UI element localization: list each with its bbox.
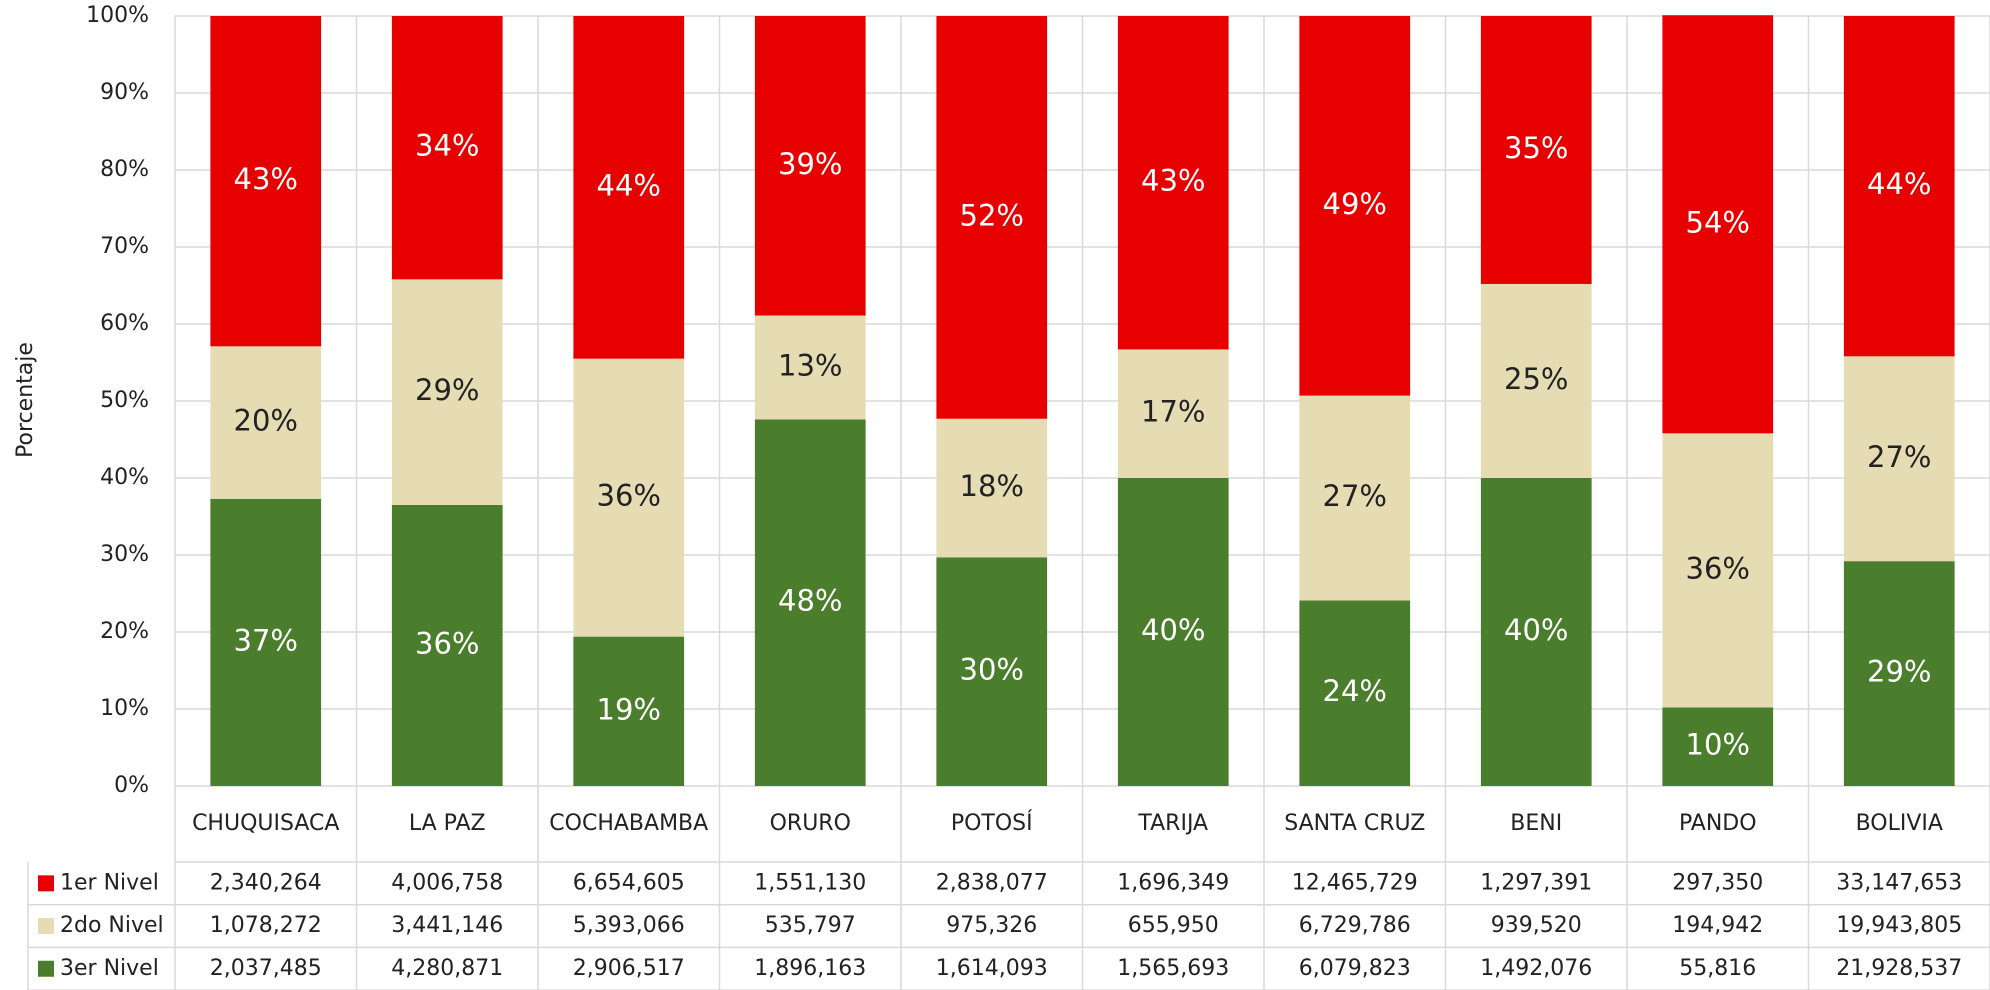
- table-cell: 4,280,871: [391, 956, 503, 981]
- data-label: 52%: [960, 198, 1024, 232]
- data-label: 29%: [1867, 655, 1931, 689]
- table-cell: 55,816: [1679, 956, 1756, 981]
- legend-swatch: [38, 961, 54, 977]
- table-cell: 1,565,693: [1117, 956, 1229, 981]
- data-label: 35%: [1504, 131, 1568, 165]
- y-tick-label: 0%: [114, 773, 149, 798]
- table-cell: 19,943,805: [1836, 913, 1962, 938]
- y-tick-label: 10%: [100, 696, 149, 721]
- y-tick-label: 50%: [100, 388, 149, 413]
- data-label: 36%: [1686, 551, 1750, 585]
- data-label: 27%: [1867, 440, 1931, 474]
- table-cell: 2,340,264: [210, 870, 322, 895]
- x-tick-label: BOLIVIA: [1856, 811, 1943, 836]
- data-label: 44%: [1867, 167, 1931, 201]
- table-cell: 297,350: [1672, 870, 1763, 895]
- data-label: 10%: [1686, 728, 1750, 762]
- data-label: 30%: [960, 653, 1024, 687]
- table-cell: 2,906,517: [573, 956, 685, 981]
- data-label: 27%: [1323, 479, 1387, 513]
- x-tick-label: ORURO: [770, 811, 851, 836]
- table-cell: 1,614,093: [936, 956, 1048, 981]
- x-tick-label: TARIJA: [1137, 811, 1208, 836]
- legend-label: 2do Nivel: [60, 913, 164, 938]
- data-label: 25%: [1504, 362, 1568, 396]
- table-cell: 12,465,729: [1292, 870, 1418, 895]
- data-label: 29%: [415, 373, 479, 407]
- x-tick-label: SANTA CRUZ: [1284, 811, 1425, 836]
- y-tick-label: 20%: [100, 619, 149, 644]
- table-cell: 1,551,130: [754, 870, 866, 895]
- data-label: 37%: [234, 623, 298, 657]
- data-label: 54%: [1686, 205, 1750, 239]
- data-label: 40%: [1141, 613, 1205, 647]
- data-label: 13%: [778, 349, 842, 383]
- y-tick-label: 30%: [100, 542, 149, 567]
- table-cell: 21,928,537: [1836, 956, 1962, 981]
- x-tick-label: POTOSÍ: [951, 810, 1033, 836]
- legend-label: 3er Nivel: [60, 956, 159, 981]
- x-tick-label: CHUQUISACA: [192, 811, 339, 836]
- table-cell: 4,006,758: [391, 870, 503, 895]
- table-cell: 655,950: [1128, 913, 1219, 938]
- data-label: 48%: [778, 584, 842, 618]
- y-tick-label: 100%: [86, 3, 149, 28]
- legend-swatch: [38, 875, 54, 891]
- data-label: 36%: [415, 626, 479, 660]
- table-cell: 1,297,391: [1480, 870, 1592, 895]
- table-cell: 2,838,077: [936, 870, 1048, 895]
- data-label: 39%: [778, 147, 842, 181]
- table-cell: 6,729,786: [1299, 913, 1411, 938]
- table-cell: 535,797: [765, 913, 856, 938]
- table-cell: 939,520: [1491, 913, 1582, 938]
- table-cell: 194,942: [1672, 913, 1763, 938]
- x-tick-label: LA PAZ: [409, 811, 486, 836]
- table-cell: 1,896,163: [754, 956, 866, 981]
- table-cell: 975,326: [946, 913, 1037, 938]
- x-tick-label: COCHABAMBA: [549, 811, 708, 836]
- y-tick-label: 40%: [100, 465, 149, 490]
- x-tick-label: BENI: [1510, 811, 1562, 836]
- y-tick-label: 60%: [100, 311, 149, 336]
- data-label: 17%: [1141, 395, 1205, 429]
- table-cell: 6,654,605: [573, 870, 685, 895]
- data-label: 18%: [960, 469, 1024, 503]
- data-label: 44%: [597, 168, 661, 202]
- table-cell: 1,696,349: [1117, 870, 1229, 895]
- y-axis-label: Porcentaje: [13, 342, 38, 458]
- table-cell: 5,393,066: [573, 913, 685, 938]
- data-label: 36%: [597, 479, 661, 513]
- table-cell: 1,078,272: [210, 913, 322, 938]
- data-label: 20%: [234, 404, 298, 438]
- data-label: 40%: [1504, 613, 1568, 647]
- table-cell: 2,037,485: [210, 956, 322, 981]
- data-label: 34%: [415, 129, 479, 163]
- table-cell: 1,492,076: [1480, 956, 1592, 981]
- table-cell: 6,079,823: [1299, 956, 1411, 981]
- data-label: 43%: [1141, 164, 1205, 198]
- y-tick-label: 70%: [100, 234, 149, 259]
- table-cell: 33,147,653: [1836, 870, 1962, 895]
- chart: Porcentaje 0% 10% 20% 30% 40% 50% 60% 70% 80% 90%…: [0, 0, 1990, 990]
- y-tick-label: 90%: [100, 80, 149, 105]
- legend-label: 1er Nivel: [60, 870, 159, 895]
- table-cell: 3,441,146: [391, 913, 503, 938]
- data-label: 19%: [597, 692, 661, 726]
- x-tick-label: PANDO: [1679, 811, 1757, 836]
- data-label: 24%: [1323, 674, 1387, 708]
- y-tick-label: 80%: [100, 157, 149, 182]
- legend-swatch: [38, 918, 54, 934]
- data-label: 43%: [234, 162, 298, 196]
- data-label: 49%: [1323, 187, 1387, 221]
